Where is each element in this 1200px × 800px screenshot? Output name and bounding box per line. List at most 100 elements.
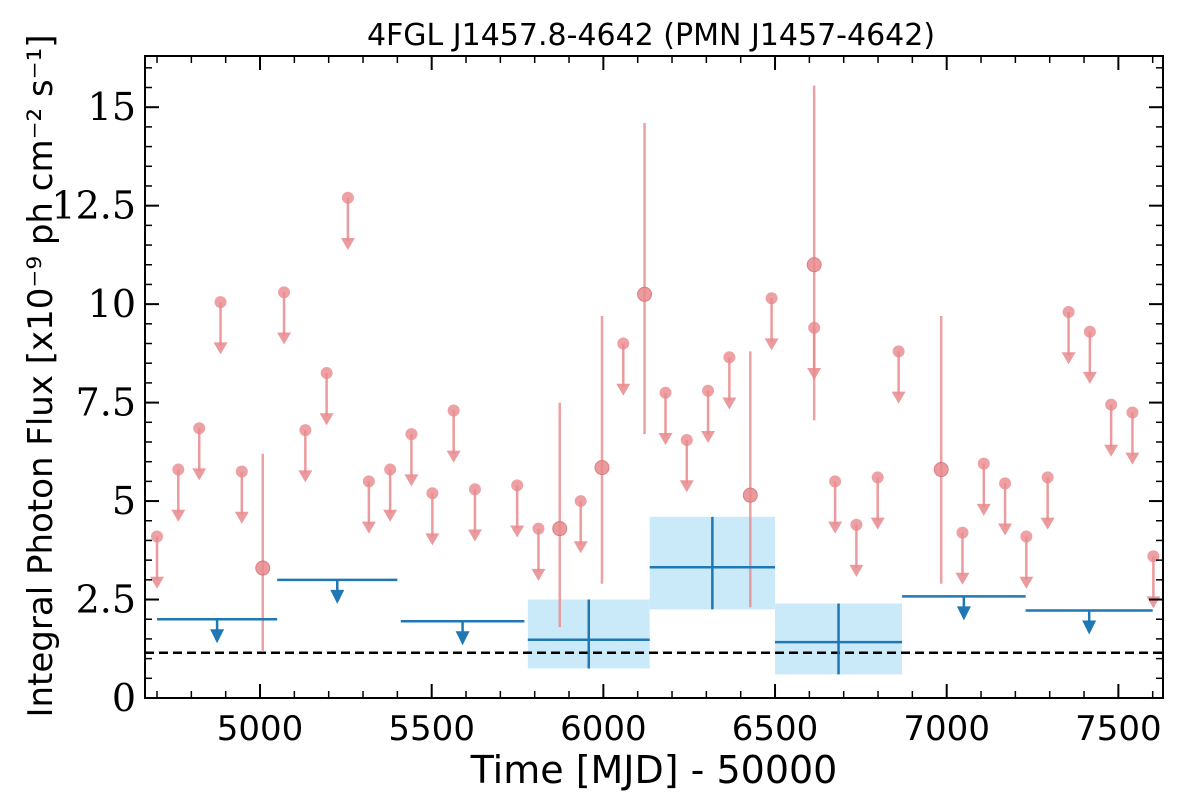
short-bin-ul-point: [468, 483, 481, 496]
short-bin-ul-point: [829, 475, 842, 488]
short-bin-ul-point: [1126, 406, 1139, 419]
y-tick-label: 2.5: [76, 578, 136, 622]
x-tick-label: 6500: [732, 709, 819, 749]
long-bin-ul-arrowhead: [330, 589, 345, 604]
y-tick-label: 7.5: [76, 381, 136, 425]
short-bin-ul-arrowhead: [1019, 576, 1034, 589]
short-bin-ul-point: [1041, 471, 1054, 484]
x-tick-label: 5500: [388, 709, 475, 749]
short-bin-ul-point: [299, 424, 312, 437]
short-bin-ul-arrowhead: [998, 523, 1013, 536]
short-bin-ul-arrowhead: [1040, 517, 1055, 530]
y-tick-label: 0: [112, 676, 136, 720]
short-bin-ul-arrowhead: [1104, 444, 1119, 457]
x-tick-label: 7500: [1075, 709, 1162, 749]
x-tick-label: 5000: [217, 709, 304, 749]
short-bin-ul-arrowhead: [340, 237, 355, 250]
short-bin-ul-arrowhead: [404, 474, 419, 487]
short-bin-ul-point: [320, 367, 333, 380]
long-bin-ul-arrowhead: [210, 629, 225, 644]
short-bin-detection-point: [255, 560, 271, 576]
short-bin-ul-point: [1020, 530, 1033, 543]
y-axis-label: Integral Photon Flux [x10⁻⁹ ph cm⁻² s⁻¹]: [21, 34, 61, 717]
y-tick-label: 5: [112, 479, 136, 523]
short-bin-ul-arrowhead: [701, 430, 716, 443]
short-bin-ul-arrowhead: [722, 397, 737, 410]
short-bin-ul-arrowhead: [976, 503, 991, 516]
short-bin-ul-point: [235, 465, 248, 478]
short-bin-ul-arrowhead: [277, 332, 292, 345]
x-axis: 5000 5500 6000 6500 7000 7500: [156, 56, 1162, 749]
short-bin-ul-point: [1105, 398, 1118, 411]
y-tick-label: 15: [88, 85, 136, 129]
short-bin-ul-arrowhead: [1125, 452, 1140, 465]
short-bin-ul-arrowhead: [1146, 596, 1161, 609]
short-bin-ul-point: [680, 434, 693, 447]
short-bin-ul-point: [214, 296, 227, 309]
plot-frame: [144, 55, 1164, 699]
short-bin-ul-point: [193, 422, 206, 435]
short-bin-ul-point: [659, 386, 672, 399]
short-bin-ul-point: [1083, 325, 1096, 338]
short-bin-ul-arrowhead: [150, 576, 165, 589]
short-bin-ul-point: [426, 487, 439, 500]
short-bin-ul-arrowhead: [891, 391, 906, 404]
short-bin-detection-point: [594, 460, 610, 476]
short-bin-ul-arrowhead: [955, 572, 970, 585]
short-bin-ul-arrowhead: [298, 470, 313, 483]
long-bin-ul-arrowhead: [1082, 620, 1097, 635]
short-bin-ul-point: [871, 471, 884, 484]
short-bin-detection-point: [552, 521, 568, 537]
short-bin-ul-arrowhead: [828, 521, 843, 534]
short-bin-ul-arrowhead: [446, 450, 461, 463]
short-bin-ul-point: [341, 191, 354, 204]
short-bin-ul-point: [1062, 306, 1075, 319]
short-bin-ul-arrowhead: [510, 525, 525, 538]
short-bin-ul-point: [405, 428, 418, 441]
short-bin-ul-arrowhead: [425, 533, 440, 546]
y-tick-label: 12.5: [51, 184, 136, 228]
short-bin-ul-point: [511, 479, 524, 492]
short-bin-ul-arrowhead: [383, 509, 398, 522]
long-bin-ul-arrowhead: [455, 631, 470, 646]
short-bin-ul-arrowhead: [531, 568, 546, 581]
short-bin-ul-arrowhead: [658, 432, 673, 445]
short-bin-ul-arrowhead: [361, 521, 376, 534]
short-bin-detection-point: [742, 487, 758, 503]
plot-area: [145, 85, 1163, 675]
short-bin-ul-arrowhead: [616, 383, 631, 396]
short-bin-ul-arrowhead: [192, 468, 207, 481]
short-bin-ul-point: [362, 475, 375, 488]
short-bin-ul-arrowhead: [213, 342, 228, 355]
short-bin-ul-arrowhead: [234, 511, 249, 524]
short-bin-ul-point: [956, 526, 969, 539]
short-bin-ul-arrowhead: [1082, 371, 1097, 384]
short-bin-ul-point: [999, 477, 1012, 490]
short-bin-ul-arrowhead: [679, 480, 694, 493]
short-bin-detection-point: [933, 462, 949, 478]
short-bin-ul-arrowhead: [467, 529, 482, 542]
short-bin-ul-point: [892, 345, 905, 358]
short-bin-detection-point: [637, 286, 653, 302]
chart-title: 4FGL J1457.8-4642 (PMN J1457-4642): [367, 18, 935, 53]
short-bin-ul-point: [278, 286, 291, 299]
short-bin-ul-point: [384, 463, 397, 476]
x-axis-label: Time [MJD] - 50000: [470, 748, 838, 792]
short-bin-ul-arrowhead: [870, 517, 885, 530]
short-bin-ul-arrowhead: [849, 564, 864, 577]
short-bin-ul-point: [151, 530, 164, 543]
short-bin-ul-point: [702, 384, 715, 397]
short-bin-ul-point: [617, 337, 630, 350]
short-bin-ul-point: [172, 463, 185, 476]
short-bin-ul-arrowhead: [573, 541, 588, 554]
short-bin-ul-arrowhead: [171, 509, 186, 522]
short-bin-ul-point: [1147, 550, 1160, 563]
short-bin-ul-point: [532, 522, 545, 535]
short-bin-ul-point: [977, 457, 990, 470]
short-bin-detection-point: [806, 257, 822, 273]
x-tick-label: 7000: [903, 709, 990, 749]
y-tick-label: 10: [88, 282, 136, 326]
y-axis: 0 2.5 5 7.5 10 12.5 15: [51, 67, 1163, 720]
short-bin-ul-point: [850, 518, 863, 531]
